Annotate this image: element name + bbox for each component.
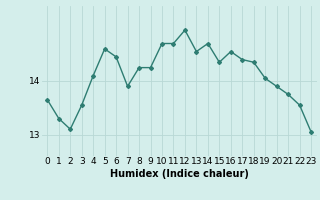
X-axis label: Humidex (Indice chaleur): Humidex (Indice chaleur) (110, 169, 249, 179)
